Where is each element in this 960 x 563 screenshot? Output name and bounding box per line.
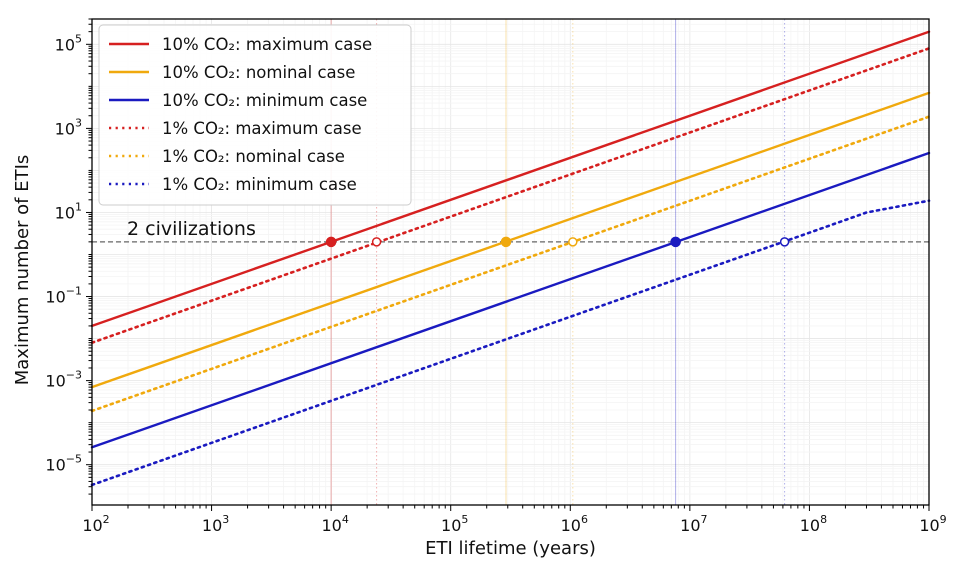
x-tick-label: 105: [441, 513, 468, 535]
x-tick-label: 107: [680, 513, 707, 535]
y-tick-label: 105: [55, 32, 82, 54]
crossing-markers: [325, 236, 790, 248]
x-tick-label: 102: [82, 513, 109, 535]
y-tick-labels: 10−5 10−3 10−1 101 103 105: [45, 32, 82, 474]
axis-ticks: [86, 18, 930, 511]
x-tick-label: 108: [800, 513, 827, 535]
reference-line-label: 2 civilizations: [127, 218, 256, 240]
plot-frame: [91, 18, 930, 506]
crossing-marker-5: [568, 237, 578, 247]
y-tick-label: 103: [55, 116, 82, 138]
series-line-5: [90, 115, 931, 413]
x-axis-title: ETI lifetime (years): [425, 538, 596, 559]
crossing-marker-2: [500, 236, 512, 248]
y-tick-label: 101: [55, 200, 82, 222]
legend-label-5: 1% CO₂: nominal case: [162, 147, 345, 166]
grid: [91, 18, 930, 505]
series-line-3: [90, 151, 931, 449]
series-line-6: [90, 199, 931, 487]
x-tick-labels: 102 103 104 105 106 107 108 109: [82, 513, 946, 535]
crossing-marker-1: [325, 236, 337, 248]
legend-box: [98, 24, 412, 206]
series-line-4: [90, 47, 931, 345]
crossing-marker-6: [779, 237, 790, 247]
legend: 10% CO₂: maximum case 10% CO₂: nominal ca…: [98, 24, 412, 206]
crossing-marker-4: [371, 237, 382, 247]
x-tick-label: 103: [202, 513, 229, 535]
y-tick-label: 10−3: [45, 369, 82, 391]
legend-label-6: 1% CO₂: minimum case: [162, 175, 357, 194]
x-tick-label: 106: [561, 513, 588, 535]
legend-label-1: 10% CO₂: maximum case: [162, 35, 372, 54]
y-tick-label: 10−5: [45, 453, 82, 475]
y-tick-label: 10−1: [45, 285, 82, 307]
series-line-1: [90, 30, 931, 328]
legend-label-4: 1% CO₂: maximum case: [162, 119, 362, 138]
x-tick-label: 109: [919, 513, 946, 535]
x-tick-label: 104: [321, 513, 348, 535]
legend-label-3: 10% CO₂: minimum case: [162, 91, 367, 110]
legend-label-2: 10% CO₂: nominal case: [162, 63, 355, 82]
y-axis-title: Maximum number of ETIs: [12, 155, 33, 386]
crossing-marker-3: [670, 236, 681, 248]
